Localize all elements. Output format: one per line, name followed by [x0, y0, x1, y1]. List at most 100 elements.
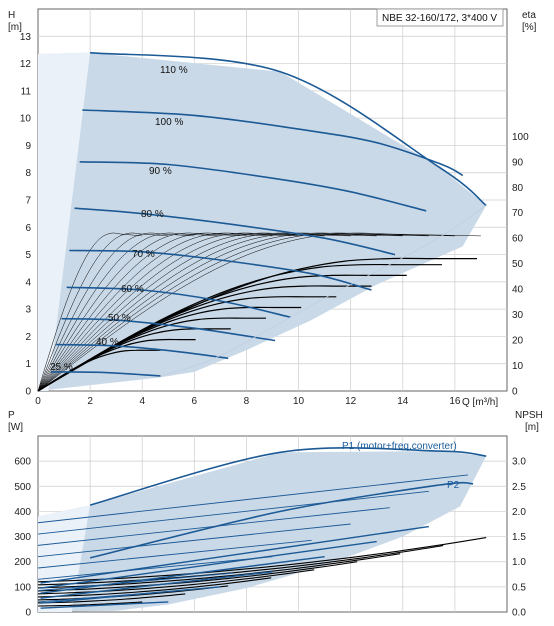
npsh-curve: [37, 577, 272, 598]
npsh-tick-label: 0.0: [512, 608, 526, 619]
eta-curve-thin: [37, 232, 299, 392]
eta-curve-thin: [37, 232, 377, 392]
speed-label-110: 110 %: [160, 65, 188, 76]
power-line-thin: [37, 556, 273, 580]
power-curve: [40, 601, 169, 609]
boundary-line: [160, 205, 487, 377]
h-tick-label: 7: [25, 196, 31, 207]
x-tick-label: 14: [397, 396, 409, 407]
npsh-curve: [37, 545, 444, 586]
power-area-light: [38, 505, 91, 612]
h-tick-label: 1: [25, 359, 31, 370]
speed-label-40: 40 %: [96, 337, 119, 348]
h-tick-label: 0: [25, 387, 31, 398]
speed-label-60: 60 %: [121, 284, 144, 295]
npsh-tick-label: 3.0: [512, 457, 526, 468]
p-tick-label: 500: [14, 482, 31, 493]
h-tick-label: 9: [25, 141, 31, 152]
speed-label-80: 80 %: [141, 209, 164, 220]
eta-curve-thin: [37, 232, 403, 392]
head-curve: [82, 109, 464, 177]
eta-tick-label: 90: [512, 157, 524, 168]
speed-label-70: 70 %: [132, 249, 155, 260]
eta-tick-label: 70: [512, 208, 524, 219]
npsh-tick-label: 1.5: [512, 532, 526, 543]
npsh-curve: [37, 537, 487, 583]
head-curve: [66, 286, 291, 319]
x-tick-label: 4: [139, 396, 145, 407]
eta-tick-label: 30: [512, 310, 524, 321]
x-tick-label: 0: [35, 396, 41, 407]
eta-curve: [37, 263, 442, 392]
h-tick-label: 5: [25, 250, 31, 261]
h-tick-label: 3: [25, 305, 31, 316]
x-tick-label: 8: [244, 396, 250, 407]
eta-tick-label: 10: [512, 361, 524, 372]
h-tick-label: 6: [25, 223, 31, 234]
chart-title-box: [376, 8, 504, 27]
h-tick-label: 13: [20, 32, 32, 43]
power-line-thin: [37, 523, 351, 558]
h-axis-label: H: [8, 10, 15, 21]
p2-label: P2: [447, 480, 460, 491]
power-curve: [40, 540, 377, 589]
x-tick-label: 2: [87, 396, 93, 407]
p2-curve: [89, 481, 474, 559]
power-curve: [40, 571, 273, 599]
eta-curve-thin: [37, 232, 481, 392]
eta-tick-label: 100: [512, 132, 529, 143]
power-line-thin: [37, 572, 234, 592]
eta-curve-thin: [37, 232, 325, 392]
head-curve: [69, 249, 372, 291]
eta-tick-label: 50: [512, 259, 524, 270]
eta-curve-thin: [37, 232, 455, 392]
power-curve: [40, 555, 325, 594]
power-line-thin: [37, 539, 312, 569]
power-line-thin: [37, 490, 429, 535]
npsh-tick-label: 2.0: [512, 507, 526, 518]
x-tick-label: 16: [449, 396, 461, 407]
npsh-tick-label: 2.5: [512, 482, 526, 493]
npsh-axis-label: NPSH: [515, 410, 543, 421]
h-tick-label: 2: [25, 332, 31, 343]
x-tick-label: 6: [192, 396, 198, 407]
h-tick-label: 4: [25, 277, 31, 288]
h-tick-label: 12: [20, 59, 32, 70]
npsh-curve: [37, 561, 358, 592]
q-axis-label: Q [m³/h]: [462, 397, 498, 408]
operating-area-light: [38, 52, 91, 392]
head-curve: [56, 343, 229, 360]
chart-title: NBE 32-160/172, 3*400 V: [382, 13, 497, 24]
eta-tick-label: 80: [512, 183, 524, 194]
eta-tick-label: 0: [512, 387, 518, 398]
head-curve: [90, 51, 487, 207]
npsh-curve: [37, 569, 315, 595]
p1-label: P1 (motor+freq.converter): [342, 441, 457, 452]
head-curve: [74, 207, 396, 256]
power-curve: [40, 525, 429, 584]
eta-curve-thin: [37, 232, 429, 392]
eta-curve-thin: [37, 232, 221, 392]
power-line-thin: [37, 474, 468, 524]
p1-curve: [89, 447, 487, 506]
eta-tick-label: 20: [512, 336, 524, 347]
eta-tick-label: 60: [512, 234, 524, 245]
npsh-curve: [37, 593, 186, 604]
speed-label-100: 100 %: [155, 117, 183, 128]
h-axis-unit: [m]: [8, 22, 22, 33]
h-tick-label: 10: [20, 114, 32, 125]
x-tick-label: 10: [293, 396, 305, 407]
p-axis-label: P: [8, 410, 15, 421]
h-tick-label: 11: [21, 86, 32, 97]
eta-axis-unit: [%]: [522, 22, 537, 33]
p-tick-label: 0: [25, 608, 31, 619]
p-tick-label: 300: [14, 532, 31, 543]
eta-axis-label: eta: [522, 10, 536, 21]
p-tick-label: 400: [14, 507, 31, 518]
h-tick-label: 8: [25, 168, 31, 179]
power-area: [38, 451, 487, 612]
npsh-tick-label: 1.0: [512, 557, 526, 568]
p-tick-label: 600: [14, 457, 31, 468]
head-curve: [79, 161, 427, 212]
